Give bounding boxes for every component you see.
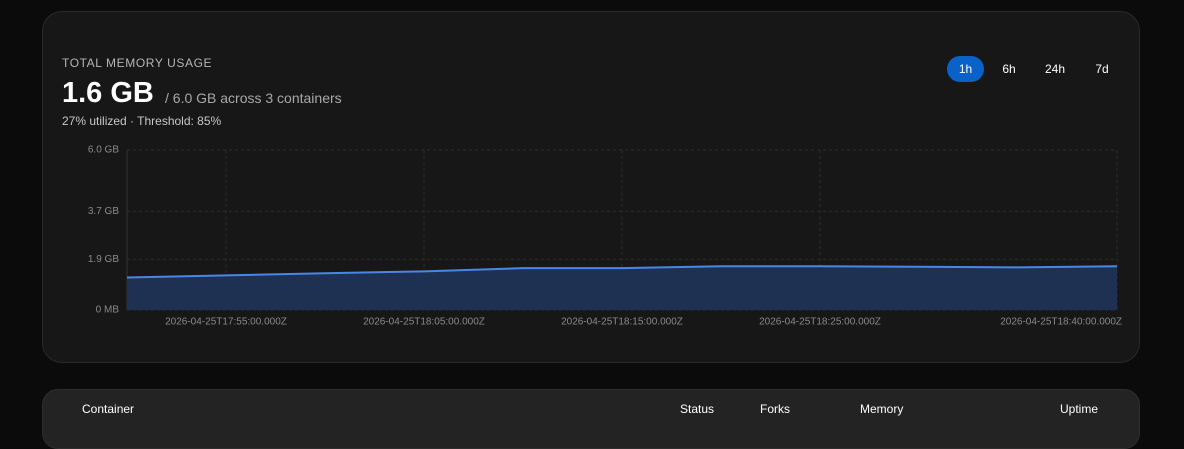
memory-chart: 0 MB 1.9 GB 3.7 GB 6.0 GB 2026-04-25T17:55:0… [88, 145, 1122, 328]
column-header: Container [82, 402, 135, 416]
page: TOTAL MEMORY USAGE 1.6 GB / 6.0 GB acros… [42, 11, 1140, 449]
x-tick-label: 2026-04-25T18:05:00.000Z [363, 317, 485, 328]
x-tick-label: 2026-04-25T18:40:00.000Z [1000, 317, 1122, 328]
x-tick-label: 2026-04-25T18:25:00.000Z [759, 317, 881, 328]
x-tick-label: 2026-04-25T17:55:00.000Z [165, 317, 287, 328]
range-button[interactable]: 6h [1002, 62, 1016, 76]
y-tick-label: 1.9 GB [88, 254, 119, 265]
column-header: Uptime [1060, 402, 1099, 416]
metric-label: TOTAL MEMORY USAGE [62, 56, 213, 70]
line [126, 265, 1118, 279]
range-button[interactable]: 24h [1044, 62, 1066, 76]
metric-sub: 27% utilized · Threshold: 85% [62, 114, 222, 128]
range-button[interactable]: 7d [1095, 62, 1109, 76]
x-tick-label: 2026-04-25T18:15:00.000Z [561, 317, 683, 328]
column-header: Forks [760, 402, 790, 416]
column-header: Status [680, 402, 715, 416]
table-card [42, 389, 1140, 449]
y-tick-label: 0 MB [96, 305, 120, 316]
column-header: Memory [860, 402, 904, 416]
area [127, 266, 1117, 310]
metric-detail: / 6.0 GB across 3 containers [165, 90, 342, 106]
range-button[interactable]: 1h [947, 56, 984, 82]
y-tick-label: 6.0 GB [88, 145, 119, 156]
metric-value: 1.6 GB [62, 77, 154, 109]
y-tick-label: 3.7 GB [88, 206, 119, 217]
